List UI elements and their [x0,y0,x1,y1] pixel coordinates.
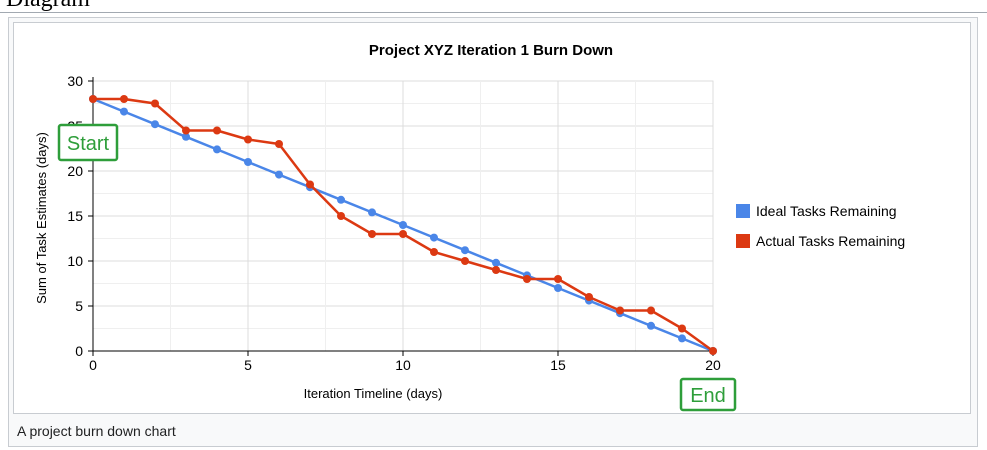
page-heading: Diagram [0,0,987,13]
actual-data-point [678,324,686,333]
ideal-data-point [678,334,686,343]
actual-data-point [523,275,531,283]
ideal-data-point [492,258,500,267]
end-annotation-label: End [690,385,726,407]
actual-data-point [554,275,562,283]
actual-data-point [89,95,97,103]
ideal-data-point [244,158,252,166]
ideal-data-point [213,145,221,154]
chart-legend: Ideal Tasks Remaining Actual Tasks Remain… [736,203,905,249]
end-annotation-box [679,377,737,412]
x-tick-label: 0 [89,357,97,373]
legend-label: Ideal Tasks Remaining [756,203,897,219]
y-tick-label: 30 [67,73,83,89]
burn-down-chart: Project XYZ Iteration 1 Burn Down 0 5 10 15… [14,23,970,413]
x-tick-label: 15 [550,357,566,373]
start-annotation-label: Start [67,133,110,155]
ideal-data-point [430,233,438,242]
actual-data-point [337,212,345,220]
ideal-data-point [151,120,159,129]
y-tick-label: 0 [75,343,83,359]
ideal-data-point [554,284,562,292]
chart-title: Project XYZ Iteration 1 Burn Down [369,42,613,59]
page-heading-text: Diagram [0,0,90,12]
actual-data-point [585,293,593,301]
ideal-data-point [275,170,283,179]
ideal-data-point [461,246,469,255]
y-axis-label: Sum of Task Estimates (days) [34,132,49,304]
actual-data-point [399,230,407,238]
chart-annotations: Start End [57,123,737,412]
x-tick-label: 5 [244,357,252,373]
y-tick-label: 10 [67,253,83,269]
y-tick-label: 20 [67,163,83,179]
actual-data-point [368,230,376,238]
chart-image-frame[interactable]: Project XYZ Iteration 1 Burn Down 0 5 10 15… [13,22,971,414]
legend-swatch [736,234,750,248]
actual-data-point [709,347,717,355]
actual-data-point [182,126,190,135]
x-axis-label: Iteration Timeline (days) [304,386,443,401]
actual-data-point [120,95,128,103]
figure-thumbnail: Project XYZ Iteration 1 Burn Down 0 5 10 15… [8,17,978,447]
ideal-data-point [647,321,655,330]
ideal-data-point [337,195,345,204]
actual-data-point [151,99,159,108]
actual-data-point [430,248,438,256]
actual-data-point [306,180,314,189]
actual-data-point [244,135,252,144]
actual-data-point [647,306,655,315]
ideal-data-point [368,208,376,217]
actual-data-point [213,126,221,135]
ideal-data-point [399,221,407,229]
figure-caption: A project burn down chart [17,423,176,439]
ideal-data-point [120,107,128,116]
y-tick-label: 15 [67,208,83,224]
actual-data-point [461,257,469,265]
legend-label: Actual Tasks Remaining [756,233,905,249]
legend-swatch [736,204,750,218]
actual-data-point [616,306,624,315]
start-annotation-box [57,123,119,162]
x-tick-label: 20 [705,357,721,373]
x-tick-label: 10 [395,357,411,373]
actual-data-point [492,266,500,274]
y-tick-label: 5 [75,298,83,314]
chart-series [89,95,717,355]
actual-data-point [275,140,283,148]
ideal-data-point [182,132,190,141]
